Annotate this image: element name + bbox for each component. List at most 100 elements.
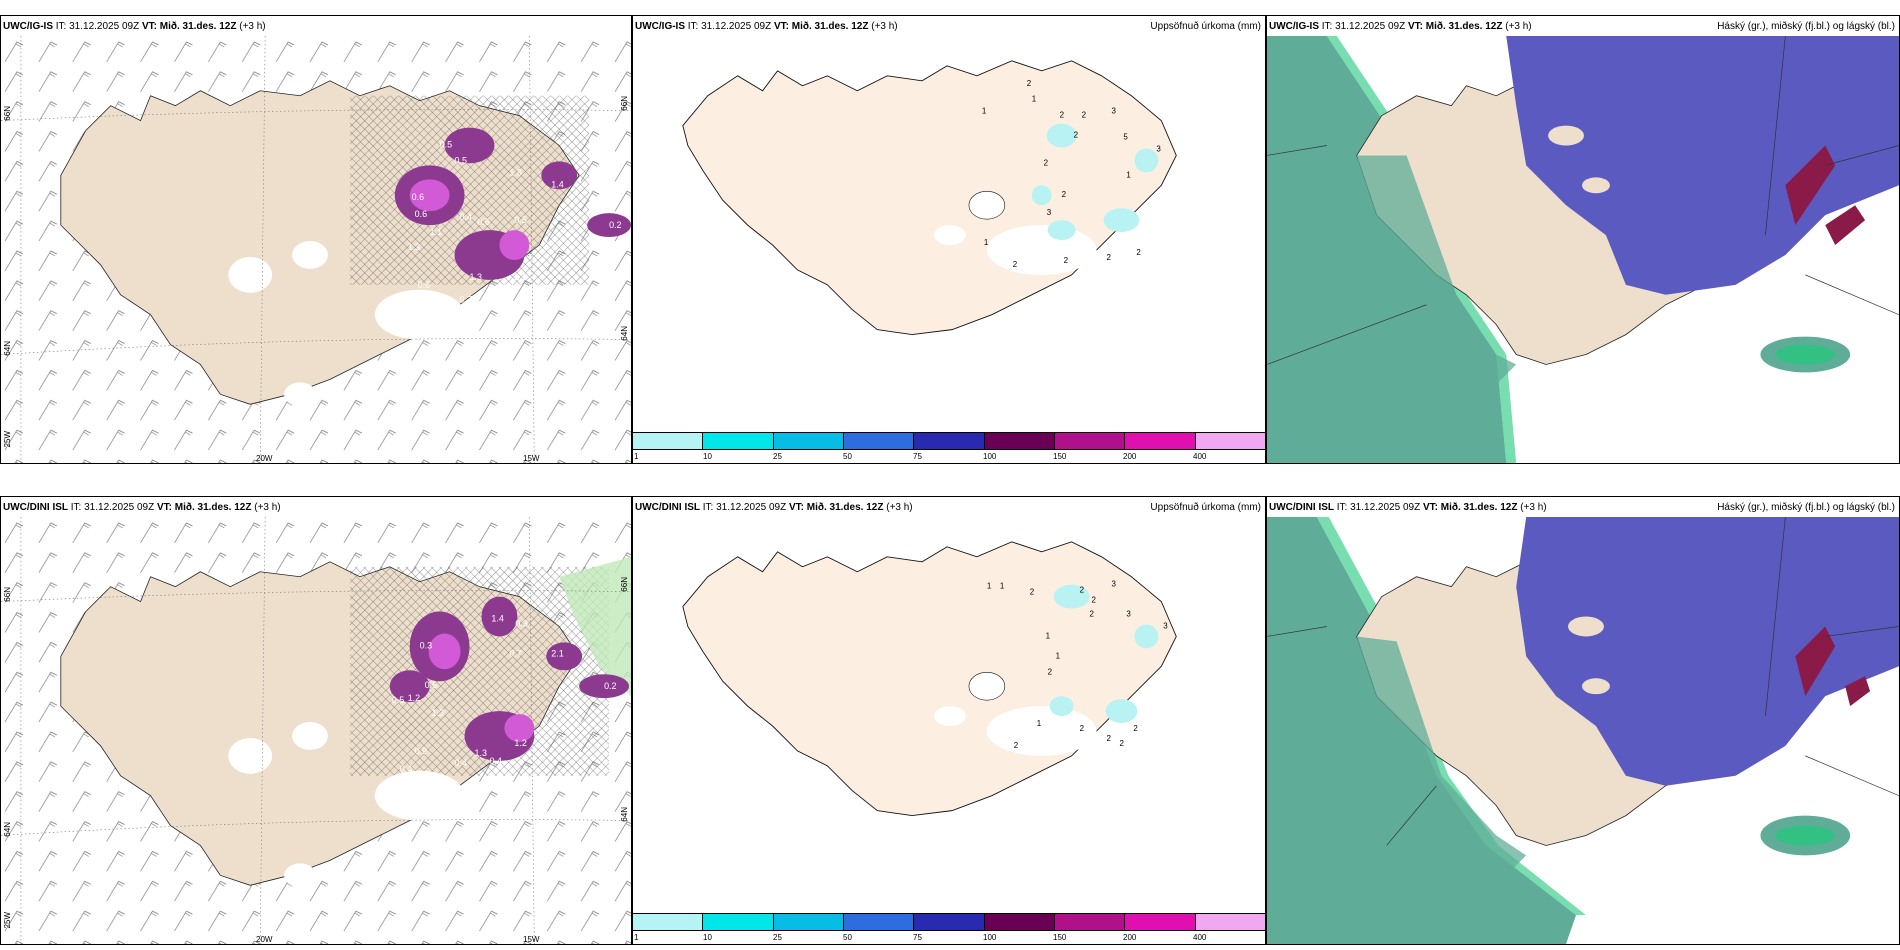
accum-label: 2 <box>1013 260 1018 269</box>
accum-label: 2 <box>1119 739 1124 748</box>
accum-label: 2 <box>1030 588 1035 597</box>
colorbar-tick: 100 <box>983 933 997 942</box>
precip-label: 0.5 <box>440 139 452 149</box>
accum-label: 1 <box>1000 582 1005 591</box>
panel-title: Uppsöfnuð úrkoma (mm) <box>1150 502 1261 513</box>
lat-label-64n: 64N <box>3 341 12 356</box>
precip-label: 0.2 <box>609 220 621 230</box>
panel-header: UWC/DINI ISL IT: 31.12.2025 09Z VT: Mið.… <box>1269 502 1547 513</box>
precip-label: 0.6 <box>415 209 427 219</box>
accum-label: 1 <box>1032 95 1037 104</box>
lat-label-64n: 64N <box>3 822 12 837</box>
precip-label: 1.8 <box>509 167 521 177</box>
lat-label-64n-right: 64N <box>620 326 629 341</box>
colorbar-bin <box>1053 914 1125 930</box>
precip-label: 0.7 <box>509 648 521 658</box>
lat-label-66n-right: 66N <box>620 577 629 592</box>
colorbar-bin <box>772 914 843 930</box>
accum-label: 3 <box>1111 580 1116 589</box>
lon-label-25w: 25W <box>3 912 12 929</box>
lat-label-66n: 66N <box>3 106 12 121</box>
colorbar-bin <box>983 914 1054 930</box>
colorbar-tick: 400 <box>1193 452 1207 461</box>
wind-precip-map-panel-ig: UWC/IG-IS IT: 31.12.2025 09Z VT: Mið. 31… <box>0 15 632 464</box>
precip-label: 0.5 <box>392 695 404 705</box>
panel-header: UWC/IG-IS IT: 31.12.2025 09Z VT: Mið. 31… <box>635 21 898 32</box>
accum-label: 3 <box>1126 610 1131 619</box>
precip-label: 0.9 <box>415 746 427 756</box>
colorbar-tick: 75 <box>913 452 922 461</box>
precip-label: 0.3 <box>420 640 432 650</box>
accum-label: 2 <box>1014 741 1019 750</box>
accum-label: 2 <box>1080 586 1085 595</box>
wind-precip-map: 0.5 0.6 0.5 1.8 1.4 0.6 1.1 1.3 0.4 0.5 … <box>1 36 631 463</box>
colorbar-bin <box>633 433 703 449</box>
colorbar-bin <box>702 433 773 449</box>
cloud-map <box>1267 517 1899 944</box>
colorbar-bin <box>633 914 703 930</box>
accum-label: 1 <box>987 582 992 591</box>
lat-label-64n-right: 64N <box>620 807 629 822</box>
precip-label: 1.2 <box>514 738 526 748</box>
precip-label: 0.5 <box>455 155 467 165</box>
precip-label: 0.6 <box>412 192 424 202</box>
precip-colorbar <box>633 432 1265 450</box>
lon-label-25w: 25W <box>3 431 12 448</box>
accum-label: 1 <box>1046 631 1051 640</box>
panel-header: UWC/DINI ISL IT: 31.12.2025 09Z VT: Mið.… <box>635 502 913 513</box>
precip-label: 1.4 <box>551 179 563 189</box>
colorbar-bin <box>913 433 984 449</box>
accum-label: 2 <box>1107 253 1112 262</box>
precip-label: 0.2 <box>604 681 616 691</box>
colorbar-tick: 10 <box>703 452 712 461</box>
accum-label: 2 <box>1027 79 1032 88</box>
colorbar-bin <box>1194 914 1265 930</box>
accum-label: 1 <box>1056 651 1061 660</box>
accum-label: 3 <box>1047 208 1052 217</box>
accum-label: 2 <box>1082 111 1087 120</box>
iceland-land <box>682 60 1177 336</box>
precip-label: 1.1 <box>514 272 526 282</box>
lon-label-15w: 15W <box>523 454 540 463</box>
colorbar-bin <box>913 914 984 930</box>
colorbar-tick: 200 <box>1123 452 1137 461</box>
accum-label: 1 <box>984 238 989 247</box>
panel-header: UWC/DINI ISL IT: 31.12.2025 09Z VT: Mið.… <box>3 502 281 513</box>
colorbar-ticks: 1 10 25 50 75 100 150 200 400 <box>633 933 1265 944</box>
precip-label: 2.1 <box>551 648 563 658</box>
accum-precip-map-panel-ig: UWC/IG-IS IT: 31.12.2025 09Z VT: Mið. 31… <box>632 15 1266 464</box>
colorbar-bin <box>983 433 1054 449</box>
colorbar-bin <box>1124 433 1195 449</box>
precip-label: 0.4 <box>400 764 412 774</box>
colorbar-tick: 25 <box>773 933 782 942</box>
cloud-map-panel-dini: UWC/DINI ISL IT: 31.12.2025 09Z VT: Mið.… <box>1266 496 1900 945</box>
precip-label: 1.3 <box>474 748 486 758</box>
accum-label: 2 <box>1064 256 1069 265</box>
accum-label: 3 <box>1156 144 1161 153</box>
accum-label: 2 <box>1044 158 1049 167</box>
accum-label: 2 <box>1133 724 1138 733</box>
colorbar-tick: 1 <box>634 452 639 461</box>
precip-label: 1.3 <box>408 242 420 252</box>
accum-label: 2 <box>1090 610 1095 619</box>
colorbar-bin <box>842 433 914 449</box>
colorbar-tick: 50 <box>843 933 852 942</box>
accum-precip-map-panel-dini: UWC/DINI ISL IT: 31.12.2025 09Z VT: Mið.… <box>632 496 1266 945</box>
colorbar-tick: 150 <box>1053 452 1067 461</box>
precip-label: 1.2 <box>408 693 420 703</box>
precip-label: 0.5 <box>514 215 526 225</box>
precip-label: 1.4 <box>491 614 503 624</box>
colorbar-tick: 400 <box>1193 933 1207 942</box>
accum-label: 2 <box>1062 190 1067 199</box>
colorbar-bin <box>772 433 843 449</box>
accum-label: 2 <box>1048 667 1053 676</box>
cloud-map-panel-ig: UWC/IG-IS IT: 31.12.2025 09Z VT: Mið. 31… <box>1266 15 1900 464</box>
accum-label: 1 <box>982 107 987 116</box>
accum-label: 2 <box>1060 111 1065 120</box>
accum-label: 3 <box>1111 107 1116 116</box>
colorbar-tick: 200 <box>1123 933 1137 942</box>
colorbar-bin <box>1124 914 1195 930</box>
colorbar-tick: 150 <box>1053 933 1067 942</box>
cloud-map <box>1267 36 1899 463</box>
precip-label: 0.4 <box>460 212 472 222</box>
